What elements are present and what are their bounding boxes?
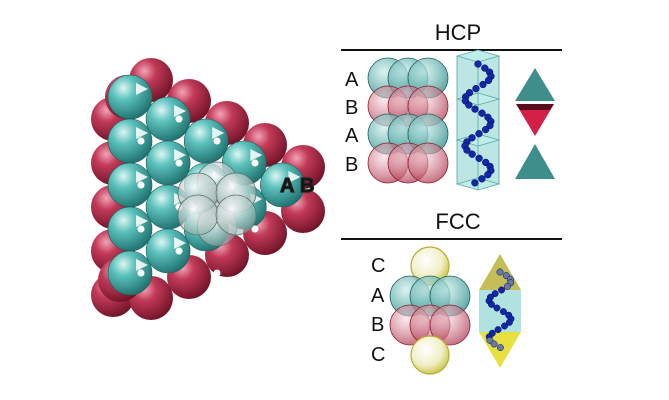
hcp-spiral-bead bbox=[463, 146, 471, 154]
layer-a-sphere bbox=[145, 96, 191, 142]
hcp-section: HCP A B A B bbox=[341, 20, 562, 191]
packing-label-b: B bbox=[300, 175, 314, 197]
void-dot bbox=[137, 181, 145, 189]
interstice-mark bbox=[174, 149, 187, 161]
layer-a-sphere bbox=[107, 162, 153, 208]
hcp-layer-label-1: A bbox=[345, 69, 359, 91]
fcc-spiral-bead bbox=[496, 268, 504, 276]
interstice-mark bbox=[136, 215, 148, 227]
interstice-mark bbox=[174, 105, 187, 117]
hcp-spiral-bead bbox=[475, 130, 483, 138]
interstice-mark bbox=[136, 259, 148, 271]
hcp-spiral-bead bbox=[471, 105, 479, 113]
hcp-layer-label-4: B bbox=[345, 154, 358, 176]
fcc-spiral-bead bbox=[498, 286, 506, 294]
hcp-spiral-bead bbox=[481, 125, 490, 134]
interstice-mark bbox=[136, 83, 148, 95]
void-dot bbox=[175, 247, 183, 255]
hcp-spiral-bead bbox=[478, 109, 486, 117]
void-dot bbox=[175, 159, 183, 167]
hcp-triangle-symbols bbox=[515, 68, 555, 179]
hcp-spiral-bead bbox=[465, 101, 473, 109]
highlight-cluster bbox=[177, 161, 257, 247]
packing-label-a: A bbox=[280, 175, 294, 197]
fcc-section: FCC C A B C bbox=[341, 209, 562, 375]
hcp-spiral-bead bbox=[468, 150, 476, 158]
hcp-spiral-bead bbox=[468, 134, 476, 142]
layer-a-sphere bbox=[145, 140, 191, 186]
hcp-spiral-bead bbox=[475, 154, 483, 162]
hcp-triangle-bottom bbox=[515, 144, 555, 179]
void-dot bbox=[137, 225, 145, 233]
hcp-spiral-bead bbox=[474, 60, 482, 68]
void-dot bbox=[137, 269, 145, 277]
interstice-mark bbox=[136, 127, 148, 139]
fcc-title: FCC bbox=[435, 209, 480, 234]
void-dot bbox=[137, 137, 145, 145]
hcp-spiral-bead bbox=[479, 80, 487, 89]
fcc-layer-label-2: A bbox=[371, 285, 385, 307]
fcc-layer-label-4: C bbox=[371, 344, 385, 366]
fcc-sphere-b bbox=[429, 304, 471, 346]
highlight-sphere bbox=[177, 194, 219, 236]
void-dot bbox=[251, 159, 259, 167]
fcc-spiral-bead bbox=[501, 322, 508, 330]
fcc-octahedron-middle bbox=[479, 290, 521, 332]
hcp-spiral-bead bbox=[484, 171, 492, 179]
fcc-spiral-bead bbox=[490, 340, 498, 348]
interstice-mark bbox=[174, 237, 187, 249]
hcp-layer-label-3: A bbox=[345, 125, 359, 147]
fcc-spiral-bead bbox=[505, 318, 513, 326]
interstice-mark bbox=[212, 127, 225, 139]
hcp-spiral-bead bbox=[472, 84, 480, 93]
hcp-triangle-top bbox=[515, 68, 555, 101]
fcc-layer-label-1: C bbox=[371, 255, 385, 277]
fcc-spiral-bead bbox=[499, 308, 507, 316]
fcc-sphere-stack bbox=[389, 246, 471, 375]
fcc-sphere-c-bottom bbox=[410, 335, 450, 375]
fcc-spiral-bead bbox=[493, 304, 501, 312]
fcc-spiral-bead bbox=[503, 282, 511, 290]
hcp-sphere-stack bbox=[367, 57, 449, 184]
layer-a-sphere bbox=[107, 74, 153, 120]
layer-a-sphere bbox=[107, 118, 153, 164]
layer-a-sphere bbox=[107, 250, 153, 296]
fcc-spiral-bead bbox=[496, 344, 504, 352]
fcc-spiral-bead bbox=[488, 300, 495, 308]
hcp-layer-label-2: B bbox=[345, 97, 358, 119]
hcp-sphere-b bbox=[407, 142, 449, 184]
interstice-mark bbox=[136, 171, 148, 183]
hcp-triangle-middle bbox=[516, 104, 554, 136]
hcp-triangle-middle-shadow bbox=[516, 104, 554, 110]
hcp-prism-stack bbox=[455, 49, 501, 191]
highlight-sphere bbox=[215, 194, 257, 236]
interstice-mark bbox=[250, 149, 263, 161]
fcc-spiral-bead bbox=[491, 290, 499, 298]
hcp-spiral-bead bbox=[478, 175, 486, 183]
void-dot bbox=[251, 225, 259, 233]
void-dot bbox=[175, 115, 183, 123]
hcp-title: HCP bbox=[435, 20, 481, 45]
fcc-spiral-bead bbox=[494, 326, 502, 334]
hcp-spiral-bead bbox=[481, 64, 489, 72]
hcp-spiral-bead bbox=[484, 76, 493, 85]
layer-a-sphere bbox=[183, 118, 229, 164]
fcc-octahedron bbox=[479, 254, 521, 368]
void-dot bbox=[213, 269, 221, 277]
packing-diagram: A B bbox=[91, 58, 325, 320]
void-dot bbox=[213, 137, 221, 145]
layer-a-sphere bbox=[145, 228, 191, 274]
layer-a-sphere bbox=[107, 206, 153, 252]
hcp-spiral-bead bbox=[471, 179, 479, 187]
fcc-layer-label-3: B bbox=[371, 314, 384, 336]
interstice-mark bbox=[288, 171, 301, 183]
